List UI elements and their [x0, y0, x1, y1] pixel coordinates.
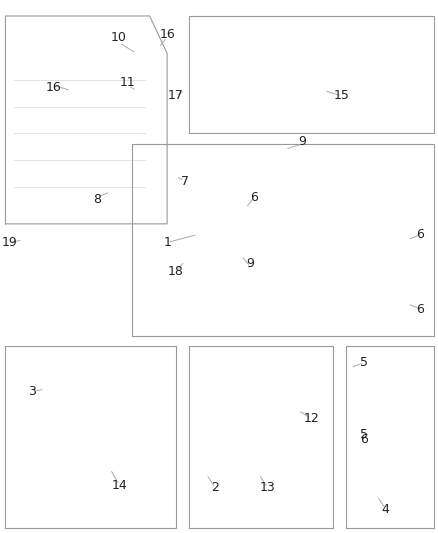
Text: 7: 7 — [180, 175, 189, 188]
Text: 3: 3 — [28, 385, 35, 398]
Text: 6: 6 — [360, 433, 367, 446]
Text: 16: 16 — [159, 28, 175, 41]
Text: 5: 5 — [360, 428, 368, 441]
Text: 6: 6 — [251, 191, 258, 204]
Text: 11: 11 — [120, 76, 136, 89]
Text: 17: 17 — [168, 90, 184, 102]
Text: 15: 15 — [334, 90, 350, 102]
Text: 4: 4 — [381, 503, 389, 515]
Text: 12: 12 — [304, 412, 319, 425]
Text: 6: 6 — [417, 228, 424, 241]
Text: 6: 6 — [417, 303, 424, 316]
Text: 14: 14 — [111, 479, 127, 491]
Text: 16: 16 — [46, 82, 61, 94]
Text: 9: 9 — [299, 135, 307, 148]
Text: 1: 1 — [163, 236, 171, 249]
Text: 18: 18 — [168, 265, 184, 278]
Text: 2: 2 — [211, 481, 219, 494]
Text: 9: 9 — [246, 257, 254, 270]
Text: 19: 19 — [2, 236, 18, 249]
Text: 10: 10 — [111, 31, 127, 44]
Text: 5: 5 — [360, 356, 368, 369]
Text: 13: 13 — [260, 481, 276, 494]
Text: 8: 8 — [93, 193, 101, 206]
